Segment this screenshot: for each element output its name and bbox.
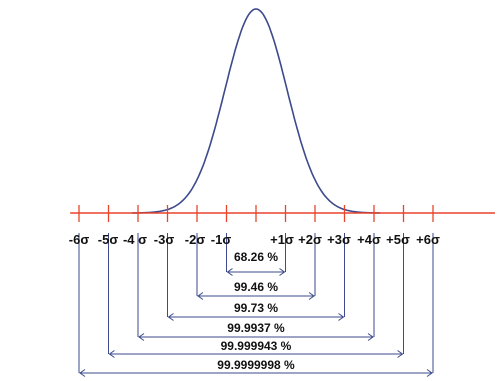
curve-layer <box>132 8 380 214</box>
range-arrowhead-left <box>226 268 233 276</box>
range-arrowhead-right <box>338 313 345 321</box>
axis-layer <box>70 205 495 222</box>
tick-label: -2σ <box>185 232 206 247</box>
tick-label: -1σ <box>211 232 232 247</box>
range-arrowhead-right <box>397 350 404 358</box>
range-arrowhead-left <box>108 350 115 358</box>
range-percentage-label: 99.46 % <box>234 280 278 294</box>
tick-label: +3σ <box>327 232 351 247</box>
tick-label: +1σ <box>270 232 294 247</box>
tick-label: -4 σ <box>123 232 147 247</box>
tick-label: +6σ <box>416 232 440 247</box>
range-arrowhead-left <box>79 369 86 377</box>
range-arrowhead-right <box>426 369 433 377</box>
range-arrowhead-right <box>279 268 286 276</box>
label-layer: -6σ -5σ -4 σ -3σ -2σ -1σ +1σ +2σ +3σ +4σ +5σ +6σ 68.… <box>69 232 440 372</box>
tick-label: -5σ <box>98 232 119 247</box>
range-percentage-label: 68.26 % <box>234 250 278 264</box>
range-percentage-label: 99.73 % <box>234 301 278 315</box>
range-percentage-label: 99.999943 % <box>221 339 292 353</box>
range-percentage-label: 99.9999998 % <box>217 358 295 372</box>
range-arrowhead-left <box>167 313 174 321</box>
range-arrowhead-right <box>308 292 315 300</box>
bracket-layer <box>78 233 434 377</box>
range-arrowhead-left <box>197 292 204 300</box>
tick-label: +5σ <box>386 232 410 247</box>
tick-label: +4σ <box>357 232 381 247</box>
range-percentage-label: 99.9937 % <box>227 321 285 335</box>
range-arrowhead-left <box>138 333 145 341</box>
tick-label: -6σ <box>69 232 90 247</box>
range-arrowhead-right <box>367 333 374 341</box>
tick-label: -3σ <box>154 232 175 247</box>
tick-label: +2σ <box>298 232 322 247</box>
bell-curve <box>132 8 380 214</box>
